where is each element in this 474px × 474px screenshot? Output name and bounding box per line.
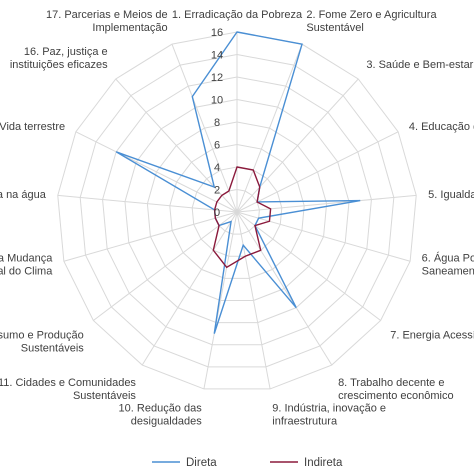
grid-spoke <box>57 194 238 213</box>
category-label: 3. Saúde e Bem-estar <box>366 59 473 71</box>
grid-spoke <box>236 211 271 390</box>
tick-label: 14 <box>211 50 223 62</box>
tick-label: 2 <box>214 185 220 197</box>
grid-ring <box>102 76 372 346</box>
series-line-indireta <box>212 166 272 269</box>
grid-spoke <box>236 78 359 213</box>
category-label: 6. Água Potável eSaneamento <box>422 252 474 278</box>
tick-label: 0 <box>214 207 220 219</box>
category-label: 13. Ação Contra a MudançaGlobal do Clima <box>0 253 53 278</box>
category-label: 2. Fome Zero e Agricultura Sustentável <box>306 9 437 34</box>
category-label: 17. Parcerias e Meios de Implementação <box>46 9 168 34</box>
grid-spoke <box>236 211 411 262</box>
tick-label: 16 <box>211 27 223 39</box>
tick-label: 8 <box>214 117 220 129</box>
legend-label-direta: Direta <box>186 457 217 469</box>
grid-spoke <box>93 211 238 321</box>
grid-spoke <box>236 211 381 321</box>
grid-spoke <box>203 211 238 390</box>
grid-ring <box>191 166 283 257</box>
legend-label-indireta: Indireta <box>304 457 343 469</box>
radial-ticks: 0 2 4 6 8 10 12 14 16 <box>211 27 223 219</box>
legend: Direta Indireta <box>152 457 343 469</box>
radar-grid <box>57 31 417 390</box>
category-label: 11. Cidades e Comunidades Sustentáveis <box>0 377 136 402</box>
radar-series <box>115 31 361 334</box>
category-label: 15. Vida terrestre <box>0 121 65 133</box>
grid-spoke <box>236 211 333 366</box>
tick-label: 4 <box>214 162 220 174</box>
grid-spoke <box>236 194 417 213</box>
category-label: 1. Erradicação da Pobreza <box>172 9 303 21</box>
category-label: 4. Educação de Qualidade <box>409 121 474 133</box>
grid-spoke <box>236 131 399 213</box>
tick-label: 6 <box>214 140 220 152</box>
grid-ring <box>79 53 395 368</box>
grid-spoke <box>171 43 238 213</box>
grid-spoke <box>141 211 238 366</box>
grid-spoke <box>236 43 303 213</box>
category-label: 8. Trabalho decente e crescimento econômi… <box>338 377 454 402</box>
grid-spoke <box>115 78 238 213</box>
category-label: 14. Vida na água <box>0 189 47 201</box>
grid-ring <box>57 31 417 390</box>
category-label: 7. Energia Acessível e Limpa <box>390 330 474 342</box>
category-label: 9. Indústria, inovação e infraestrutura <box>272 403 386 428</box>
grid-ring <box>169 143 305 279</box>
grid-spoke <box>75 131 238 213</box>
grid-spoke <box>63 211 238 262</box>
category-label: 16. Paz, justiça e instituições eficazes <box>10 46 108 71</box>
category-label: 10. Redução das desigualdades <box>119 403 203 428</box>
category-labels: 1. Erradicação da Pobreza 2. Fome Zero e … <box>0 9 474 428</box>
grid-ring <box>124 98 350 324</box>
tick-label: 12 <box>211 72 223 84</box>
tick-label: 10 <box>211 95 223 107</box>
category-label: 5. Igualdade de Gênero <box>428 189 474 201</box>
